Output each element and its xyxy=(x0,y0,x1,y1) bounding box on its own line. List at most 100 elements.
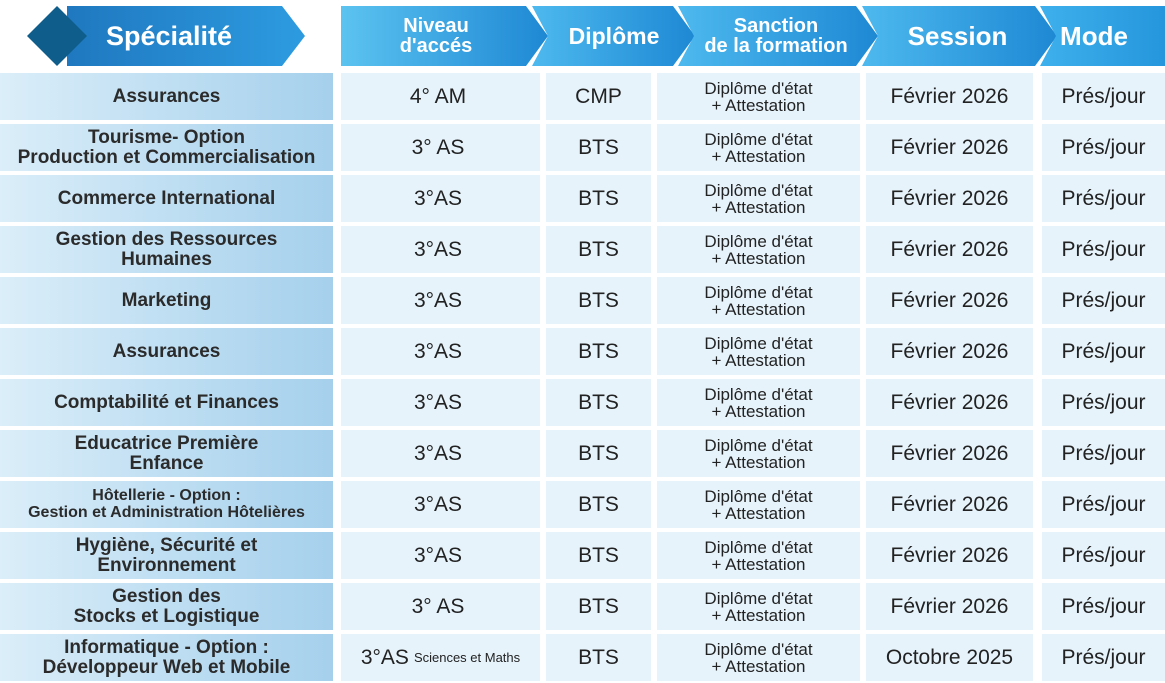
header-sanction-line2: de la formation xyxy=(704,35,848,57)
cell-diplome: BTS xyxy=(546,328,651,375)
cell-mode: Prés/jour xyxy=(1042,583,1165,630)
cell-session: Février 2026 xyxy=(866,277,1033,324)
cell-sanction: Diplôme d'état + Attestation xyxy=(657,379,860,426)
cell-sanction: Diplôme d'état + Attestation xyxy=(657,481,860,528)
header-mode: Mode xyxy=(1040,6,1165,66)
specialite-line1: Tourisme- Option xyxy=(88,126,245,148)
cell-specialite: Gestion des Stocks et Logistique xyxy=(0,583,333,630)
specialite-line2: Production et Commercialisation xyxy=(17,146,316,168)
cell-diplome: BTS xyxy=(546,583,651,630)
cell-specialite: Comptabilité et Finances xyxy=(0,379,333,426)
cell-mode: Prés/jour xyxy=(1042,226,1165,273)
niveau-value: 3°AS xyxy=(413,390,463,414)
sanction-line1: Diplôme d'état xyxy=(704,333,813,353)
cell-specialite: Informatique - Option : Développeur Web … xyxy=(0,634,333,681)
header-sanction-line1: Sanction xyxy=(733,15,819,37)
sanction-line2: + Attestation xyxy=(711,554,806,574)
header-diplome-label: Diplôme xyxy=(568,22,660,49)
header-sanction-arrow xyxy=(678,6,878,66)
sanction-line1: Diplôme d'état xyxy=(704,435,813,455)
cell-niveau: 3° AS xyxy=(341,124,540,171)
header-niveau-line1: Niveau xyxy=(403,15,469,37)
cell-mode: Prés/jour xyxy=(1042,175,1165,222)
sanction-line1: Diplôme d'état xyxy=(704,384,813,404)
cell-niveau: 3°AS xyxy=(341,277,540,324)
cell-niveau: 3°AS xyxy=(341,175,540,222)
cell-specialite: Tourisme- Option Production et Commercia… xyxy=(0,124,333,171)
niveau-value: 3°AS xyxy=(413,288,463,312)
specialite-line1: Informatique - Option : xyxy=(64,636,269,658)
cell-mode: Prés/jour xyxy=(1042,532,1165,579)
sanction-line1: Diplôme d'état xyxy=(704,639,813,659)
sanction-line2: + Attestation xyxy=(711,248,806,268)
table-row: Gestion des Stocks et Logistique 3° AS B… xyxy=(0,583,1165,630)
cell-specialite: Assurances xyxy=(0,328,333,375)
header-session-label: Session xyxy=(907,21,1008,51)
specialite-line2: Gestion et Administration Hôtelières xyxy=(28,503,305,521)
specialite-line2: Enfance xyxy=(129,452,204,474)
niveau-value: 3°AS xyxy=(413,237,463,261)
sanction-line1: Diplôme d'état xyxy=(704,231,813,251)
header-niveau: Niveau d'accés xyxy=(341,6,548,66)
specialite-line2: Stocks et Logistique xyxy=(73,605,260,627)
cell-session: Février 2026 xyxy=(866,532,1033,579)
sanction-line2: + Attestation xyxy=(711,656,806,676)
cell-diplome: BTS xyxy=(546,481,651,528)
table-row: Informatique - Option : Développeur Web … xyxy=(0,634,1165,681)
cell-session: Février 2026 xyxy=(866,430,1033,477)
cell-session: Février 2026 xyxy=(866,73,1033,120)
table-row: Assurances 3°AS BTS Diplôme d'état + Att… xyxy=(0,328,1165,375)
cell-session: Février 2026 xyxy=(866,481,1033,528)
header-mode-shape xyxy=(1040,6,1165,66)
table-row: Commerce International 3°AS BTS Diplôme … xyxy=(0,175,1165,222)
niveau-value: 3°AS xyxy=(413,339,463,363)
cell-sanction: Diplôme d'état + Attestation xyxy=(657,124,860,171)
niveau-value: 3°AS xyxy=(413,441,463,465)
sanction-line1: Diplôme d'état xyxy=(704,282,813,302)
specialite-line1: Assurances xyxy=(112,85,221,107)
cell-session: Février 2026 xyxy=(866,328,1033,375)
sanction-line1: Diplôme d'état xyxy=(704,537,813,557)
sanction-line2: + Attestation xyxy=(711,452,806,472)
sanction-line2: + Attestation xyxy=(711,401,806,421)
cell-session: Février 2026 xyxy=(866,226,1033,273)
niveau-value: 3° AS xyxy=(411,594,465,618)
cell-diplome: BTS xyxy=(546,226,651,273)
niveau-note: Sciences et Maths xyxy=(413,650,521,665)
cell-niveau: 3°AS xyxy=(341,532,540,579)
cell-specialite: Hygiène, Sécurité et Environnement xyxy=(0,532,333,579)
specialite-line2: Humaines xyxy=(121,248,212,270)
header-diplome-arrow xyxy=(532,6,695,66)
header-niveau-arrow xyxy=(341,6,548,66)
cell-session: Février 2026 xyxy=(866,175,1033,222)
cell-diplome: BTS xyxy=(546,634,651,681)
cell-sanction: Diplôme d'état + Attestation xyxy=(657,73,860,120)
cell-sanction: Diplôme d'état + Attestation xyxy=(657,175,860,222)
cell-diplome: BTS xyxy=(546,379,651,426)
cell-sanction: Diplôme d'état + Attestation xyxy=(657,277,860,324)
sanction-line2: + Attestation xyxy=(711,95,806,115)
sanction-line1: Diplôme d'état xyxy=(704,78,813,98)
specialite-line1: Gestion des Ressources xyxy=(55,228,278,250)
specialite-line1: Comptabilité et Finances xyxy=(54,391,279,413)
specialite-line1: Hôtellerie - Option : xyxy=(92,486,241,504)
cell-specialite: Commerce International xyxy=(0,175,333,222)
cell-specialite: Hôtellerie - Option : Gestion et Adminis… xyxy=(0,481,333,528)
sanction-line2: + Attestation xyxy=(711,503,806,523)
header-specialite-banner xyxy=(27,6,305,66)
cell-mode: Prés/jour xyxy=(1042,277,1165,324)
table-row: Tourisme- Option Production et Commercia… xyxy=(0,124,1165,171)
cell-specialite: Assurances xyxy=(0,73,333,120)
niveau-value: 3°AS xyxy=(413,186,463,210)
header-session: Session xyxy=(862,6,1057,66)
specialite-line1: Assurances xyxy=(112,340,221,362)
cell-sanction: Diplôme d'état + Attestation xyxy=(657,583,860,630)
table-row: Hygiène, Sécurité et Environnement 3°AS … xyxy=(0,532,1165,579)
header-sanction: Sanction de la formation xyxy=(678,6,878,66)
cell-diplome: CMP xyxy=(546,73,651,120)
cell-specialite: Gestion des Ressources Humaines xyxy=(0,226,333,273)
cell-mode: Prés/jour xyxy=(1042,634,1165,681)
cell-niveau: 3°AS xyxy=(341,379,540,426)
cell-sanction: Diplôme d'état + Attestation xyxy=(657,430,860,477)
sanction-line2: + Attestation xyxy=(711,197,806,217)
